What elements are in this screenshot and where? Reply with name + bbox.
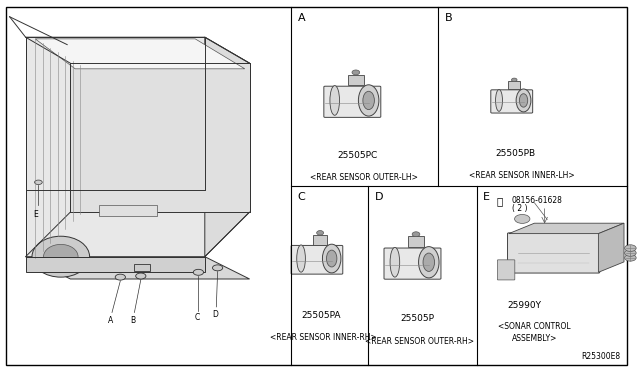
Text: E: E <box>483 192 490 202</box>
Text: A: A <box>108 316 113 325</box>
Ellipse shape <box>317 231 324 235</box>
Circle shape <box>212 265 223 271</box>
Polygon shape <box>70 63 250 212</box>
Ellipse shape <box>625 250 636 256</box>
Ellipse shape <box>495 90 502 111</box>
Ellipse shape <box>32 236 90 277</box>
Text: B: B <box>445 13 452 23</box>
FancyBboxPatch shape <box>384 248 441 279</box>
Text: C: C <box>195 313 200 322</box>
Polygon shape <box>26 37 205 257</box>
Ellipse shape <box>390 247 399 277</box>
Ellipse shape <box>520 94 528 107</box>
Polygon shape <box>508 81 520 89</box>
Text: <REAR SENSOR INNER-LH>: <REAR SENSOR INNER-LH> <box>468 171 575 180</box>
Text: 08156-61628: 08156-61628 <box>512 196 563 205</box>
Polygon shape <box>26 37 250 63</box>
Polygon shape <box>348 74 364 85</box>
Text: 25990Y: 25990Y <box>508 301 542 310</box>
Polygon shape <box>509 223 624 234</box>
Text: R25300E8: R25300E8 <box>582 352 621 361</box>
Text: B: B <box>130 316 135 325</box>
FancyBboxPatch shape <box>508 233 600 273</box>
Text: D: D <box>212 310 219 318</box>
Polygon shape <box>26 257 205 272</box>
Ellipse shape <box>44 244 78 269</box>
Ellipse shape <box>511 78 517 82</box>
Text: D: D <box>374 192 383 202</box>
FancyBboxPatch shape <box>497 260 515 280</box>
Polygon shape <box>598 223 624 272</box>
Text: <REAR SENSOR OUTER-RH>: <REAR SENSOR OUTER-RH> <box>365 337 474 346</box>
Text: Ⓢ: Ⓢ <box>496 196 502 206</box>
Text: <REAR SENSOR INNER-RH>: <REAR SENSOR INNER-RH> <box>270 333 376 342</box>
Polygon shape <box>205 37 250 257</box>
Text: 25505PC: 25505PC <box>337 151 377 160</box>
Ellipse shape <box>516 89 531 112</box>
Bar <box>134 264 150 271</box>
Circle shape <box>515 214 530 223</box>
Text: 25505PA: 25505PA <box>301 311 341 320</box>
Ellipse shape <box>358 85 379 116</box>
Ellipse shape <box>363 91 374 110</box>
Ellipse shape <box>323 244 341 273</box>
Circle shape <box>35 180 42 185</box>
FancyBboxPatch shape <box>491 90 532 113</box>
Ellipse shape <box>330 86 340 115</box>
Circle shape <box>193 269 204 275</box>
Text: 25505PB: 25505PB <box>495 149 535 158</box>
Ellipse shape <box>412 232 420 237</box>
Polygon shape <box>408 236 424 247</box>
Text: <SONAR CONTROL
ASSEMBLY>: <SONAR CONTROL ASSEMBLY> <box>498 322 571 343</box>
Bar <box>99 205 157 216</box>
Text: E: E <box>33 210 38 219</box>
Text: A: A <box>298 13 305 23</box>
Text: <REAR SENSOR OUTER-LH>: <REAR SENSOR OUTER-LH> <box>310 173 417 182</box>
Polygon shape <box>26 257 250 279</box>
Polygon shape <box>35 39 245 69</box>
Text: ( 2 ): ( 2 ) <box>512 204 527 213</box>
Text: C: C <box>298 192 305 202</box>
FancyBboxPatch shape <box>291 246 343 274</box>
Polygon shape <box>312 235 327 245</box>
Ellipse shape <box>326 250 337 267</box>
Circle shape <box>115 274 125 280</box>
Ellipse shape <box>625 245 636 251</box>
Text: 25505P: 25505P <box>400 314 435 323</box>
Ellipse shape <box>352 70 360 75</box>
FancyBboxPatch shape <box>324 86 381 118</box>
Ellipse shape <box>297 245 305 272</box>
Ellipse shape <box>625 254 636 261</box>
Ellipse shape <box>419 247 439 278</box>
Circle shape <box>136 273 146 279</box>
Ellipse shape <box>423 253 435 272</box>
